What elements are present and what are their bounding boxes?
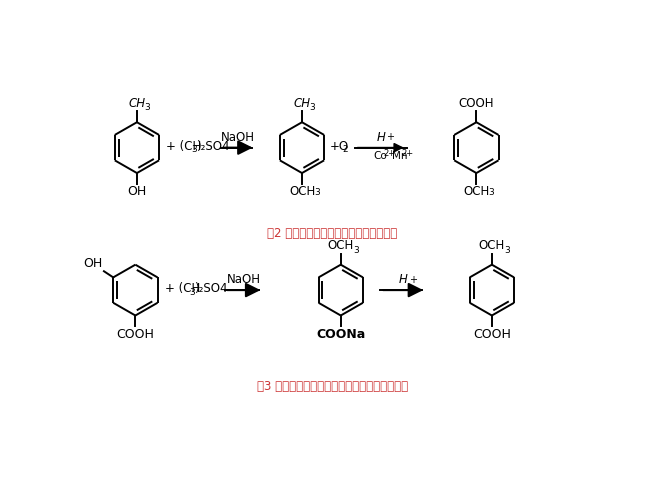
Text: + (CH: + (CH: [165, 282, 200, 295]
Text: +O: +O: [330, 139, 349, 153]
Text: 3: 3: [489, 189, 495, 197]
Text: 2: 2: [342, 145, 348, 155]
Text: 3: 3: [314, 189, 320, 197]
Text: H: H: [398, 273, 408, 286]
Text: COOH: COOH: [116, 328, 154, 341]
Text: COOH: COOH: [473, 328, 511, 341]
Text: 3: 3: [353, 245, 359, 255]
Text: )₂SO4: )₂SO4: [194, 282, 228, 295]
Text: OCH: OCH: [463, 185, 489, 198]
Text: CH: CH: [293, 97, 311, 110]
Text: OCH: OCH: [289, 185, 315, 198]
Text: CH: CH: [129, 97, 145, 110]
Text: NaOH: NaOH: [221, 131, 255, 144]
Text: Co: Co: [373, 151, 387, 161]
Text: 图2 以对甲酚为原料合成对甲氧基苯甲酸: 图2 以对甲酚为原料合成对甲氧基苯甲酸: [267, 227, 397, 241]
Text: )₂SO4: )₂SO4: [196, 139, 229, 153]
Text: H: H: [376, 131, 385, 144]
Text: Mn: Mn: [391, 151, 407, 161]
Text: OCH: OCH: [479, 240, 505, 252]
Text: OH: OH: [83, 257, 103, 270]
Text: 3: 3: [504, 245, 510, 255]
Text: 图3 本实验中对甲氧基苯甲酸合成的反应方程式: 图3 本实验中对甲氧基苯甲酸合成的反应方程式: [256, 380, 408, 393]
Text: NaOH: NaOH: [227, 273, 261, 286]
Text: 2+: 2+: [402, 149, 413, 158]
Text: OH: OH: [127, 185, 147, 198]
Text: 3: 3: [190, 288, 195, 297]
Text: + (CH: + (CH: [166, 139, 202, 153]
Text: 3: 3: [144, 103, 150, 112]
Text: 2+: 2+: [384, 149, 396, 158]
Text: COONa: COONa: [316, 328, 365, 341]
Text: OCH: OCH: [328, 240, 354, 252]
Text: 3: 3: [191, 145, 197, 155]
Text: COOH: COOH: [459, 97, 494, 110]
Text: 3: 3: [309, 103, 315, 112]
Text: +: +: [386, 132, 394, 142]
Text: +: +: [410, 275, 417, 285]
